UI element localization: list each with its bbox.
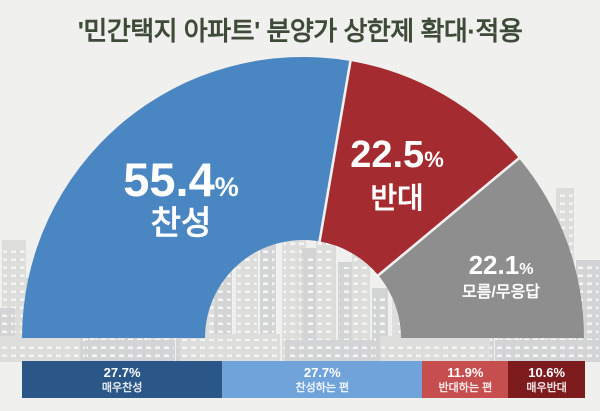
bar-segment-percent: 10.6% xyxy=(528,364,566,380)
building-windows xyxy=(261,237,275,359)
bar-segment-label: 매우찬성 xyxy=(101,381,143,394)
building-windows xyxy=(381,341,489,359)
donut-segment-oppose xyxy=(319,61,519,276)
building-windows xyxy=(1,341,79,359)
bar-segment-percent: 27.7% xyxy=(303,364,341,380)
donut-separator xyxy=(376,156,521,277)
building-windows xyxy=(286,345,374,359)
donut-value-unknown: 22.1% xyxy=(469,250,534,280)
donut-label-agree: 찬성 xyxy=(151,204,212,241)
donut-segment-unknown xyxy=(378,158,585,338)
building-windows xyxy=(496,345,599,359)
bar-segment-strongly-agree: 27.7% 매우찬성 xyxy=(22,361,223,398)
donut-segments xyxy=(21,56,585,338)
bar-segment-somewhat-oppose: 11.9% 반대하는 편 xyxy=(422,361,509,398)
bar-segment-label: 매우반대 xyxy=(526,381,567,394)
bar-segment-label: 찬성하는 편 xyxy=(295,381,350,394)
bar-segment-percent: 27.7% xyxy=(103,364,141,380)
building-windows xyxy=(353,237,369,359)
building-windows xyxy=(339,267,351,359)
building-windows xyxy=(317,217,335,359)
donut-segment-agree xyxy=(21,56,351,338)
stacked-bar: 27.7% 매우찬성 27.7% 찬성하는 편 11.9% 반대하는 편 10.6% 매우반대 xyxy=(22,361,585,398)
building-windows xyxy=(303,253,317,359)
donut-separator xyxy=(318,59,352,243)
building-windows xyxy=(181,339,279,359)
page-title: '민간택지 아파트' 분양가 상한제 확대·적용 xyxy=(77,16,523,46)
bar-segment-somewhat-agree: 27.7% 찬성하는 편 xyxy=(222,361,423,398)
bar-segment-strongly-oppose: 10.6% 매우반대 xyxy=(508,361,585,398)
donut-value-agree: 55.4% xyxy=(123,153,239,206)
bar-segment-percent: 11.9% xyxy=(447,364,484,380)
donut-value-oppose: 22.5% xyxy=(350,134,444,176)
bar-segment-label: 반대하는 편 xyxy=(438,381,493,394)
building-windows xyxy=(86,345,174,359)
donut-label-oppose: 반대 xyxy=(370,182,423,215)
donut-label-unknown: 모름/무응답 xyxy=(462,282,540,301)
